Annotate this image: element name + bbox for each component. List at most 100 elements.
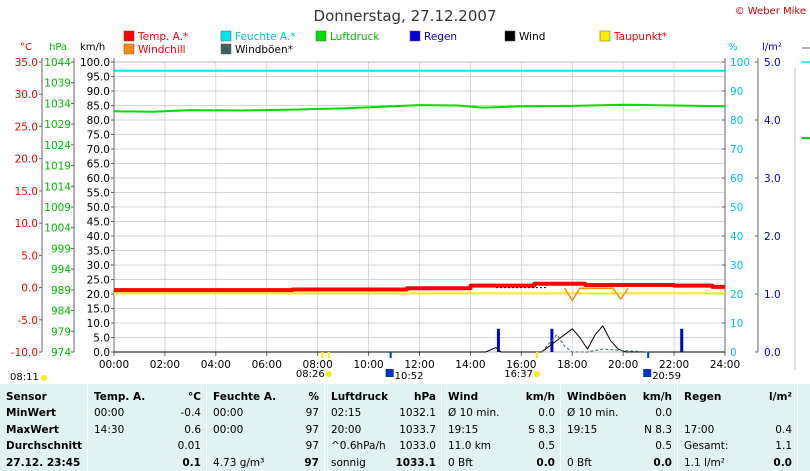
rain-tick-label: 3.0 [764,173,781,185]
wind-tick-label: 30.0 [87,260,110,272]
cell-note: 1.1 l/m² [684,457,725,469]
series-line [541,334,649,353]
marker-label: 08:11 [10,372,39,383]
x-tick-label: 16:00 [506,359,536,371]
wind-tick-label: 85.0 [87,101,110,113]
legend-swatch [315,30,327,42]
column-header: Regen [684,391,722,403]
column-unit: km/h [525,391,555,403]
temp-tick-label: 25.0 [15,121,38,133]
column-header: Feuchte A. [213,391,277,403]
legend-item: Luftdruck [315,30,380,43]
humidity-tick-label: 0 [730,347,737,359]
wind-tick-label: 0.0 [93,347,110,359]
legend-swatch [123,30,135,42]
legend-label: Windchill [138,44,186,56]
table-column-sensor: Sensor MinWert MaxWert Durchschnitt 27.12. 2… [0,384,88,471]
table-column: Regen l/m² 17:00 0.4 Gesamt: 1.1 1.1 l/m² 0.0 [678,384,798,471]
weather-chart: Donnerstag, 27.12.2007 © Weber Mike Temp… [10,6,810,383]
series-line [114,325,725,353]
humidity-tick-label: 70 [730,144,743,156]
humidity-tick-label: 40 [730,231,743,243]
cell-value: 97 [305,407,319,419]
cell-value: 1033.0 [399,440,436,452]
temp-tick-label: 15.0 [15,186,38,198]
table-column: Windböen km/h Ø 10 min. 0.0 19:15 N 8.3 0.5 0 B… [561,384,678,471]
humidity-tick-label: 50 [730,202,743,214]
x-tick-label: 18:00 [557,359,587,371]
cell-note: ^0.6hPa/h [331,440,386,452]
temp-tick-label: 10.0 [15,218,38,230]
legend-label: Regen [424,31,457,43]
legend-swatch [220,43,232,55]
column-unit: °C [188,391,201,403]
wind-unit-label: km/h [80,42,105,53]
table-column: Feuchte A.% 00:00 97 00:00 97 97 4.73 g/m³ 97 [207,384,325,471]
pressure-tick-label: 989 [51,285,71,297]
wind-tick-label: 15.0 [87,304,110,316]
column-unit: % [308,391,319,403]
row-label: Durchschnitt [6,440,83,452]
legend-swatch [504,30,516,42]
x-tick-label: 14:00 [455,359,485,371]
pressure-tick-label: 1044 [44,57,71,69]
humidity-tick-label: 90 [730,86,743,98]
temp-tick-label: 5.0 [21,250,38,262]
cell-value: -0.4 [180,407,202,419]
humidity-tick-label: 80 [730,115,743,127]
legend-swatch [409,30,421,42]
wind-tick-label: 55.0 [87,188,110,200]
column-header: Wind [448,391,479,403]
legend-swatch [220,30,232,42]
row-label: 27.12. 23:45 [6,457,81,469]
x-tick-label: 04:00 [201,359,231,371]
legend-item: Windchill [123,43,186,56]
cell-value: 1033.1 [395,457,436,469]
rain-bar [496,328,500,352]
column-header: Sensor [6,391,47,403]
wind-tick-label: 40.0 [87,231,110,243]
legend-item: Feuchte A.* [220,30,296,43]
wind-tick-label: 50.0 [87,202,110,214]
pressure-tick-label: 994 [51,264,71,276]
series-line [113,103,726,113]
pressure-tick-label: 1014 [44,181,71,193]
wind-tick-label: 25.0 [87,275,110,287]
humidity-tick-label: 60 [730,173,743,185]
cell-value: 0.4 [775,424,792,436]
legend-label: Windböen* [235,44,293,56]
cell-note: 00:00 [213,424,244,436]
pressure-tick-label: 999 [51,243,71,255]
cell-value: 0.01 [177,440,201,452]
cell-value: 97 [305,424,319,436]
humidity-unit-label: % [728,42,738,53]
sun-icon [325,371,332,377]
column-header: Temp. A. [94,391,146,403]
cell-value: 0.1 [182,457,201,469]
rain-tick-label: 1.0 [764,289,781,301]
sun-icon [534,371,541,377]
pressure-tick-label: 1039 [44,78,71,90]
table-column: Wind km/h Ø 10 min. 0.0 19:15 S 8.3 11.0 km 0.5… [442,384,561,471]
cell-value: 0.0 [653,457,672,469]
column-unit: km/h [642,391,672,403]
cell-note: 02:15 [331,407,362,419]
legend-swatch [599,30,611,42]
humidity-tick-label: 100 [730,57,750,69]
x-tick-label: 06:00 [252,359,282,371]
cell-value: 97 [305,440,319,452]
marker-label: 08:26 [296,369,325,380]
cell-value: 1033.7 [399,424,436,436]
pressure-tick-label: 1019 [44,161,71,173]
cell-note: 20:00 [331,424,362,436]
rain-tick-label: 0.0 [764,347,781,359]
wind-tick-label: 45.0 [87,217,110,229]
row-label: MinWert [6,407,57,419]
table-column: Temp. A. °C 00:00 -0.4 14:30 0.6 0.01 0.1 [88,384,207,471]
series-line [563,287,629,302]
cell-value: N 8.3 [644,424,672,436]
time-markers: 08:11 08:26 10:52 16:37 20:59 [10,352,681,383]
cell-note: Ø 10 min. [448,407,500,419]
moon-icon [385,369,394,377]
series-line [114,281,725,293]
